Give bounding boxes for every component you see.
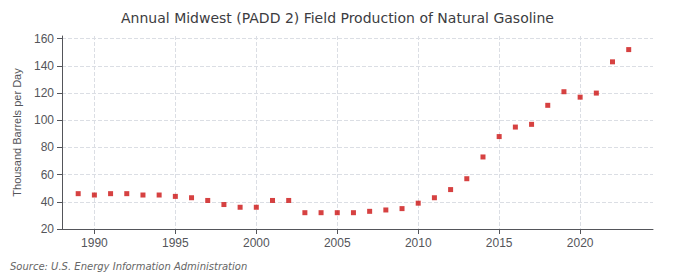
svg-text:20: 20 [41,222,55,236]
svg-text:40: 40 [41,195,55,209]
svg-text:160: 160 [34,32,54,46]
svg-text:140: 140 [34,59,54,73]
svg-text:2015: 2015 [486,236,513,250]
svg-text:2020: 2020 [567,236,594,250]
svg-text:2005: 2005 [324,236,351,250]
svg-text:120: 120 [34,86,54,100]
svg-text:Source: U.S. Energy Informatio: Source: U.S. Energy Information Administ… [10,261,247,272]
svg-text:2010: 2010 [405,236,432,250]
svg-text:2000: 2000 [243,236,270,250]
svg-text:60: 60 [41,168,55,182]
svg-text:100: 100 [34,113,54,127]
svg-text:1990: 1990 [81,236,108,250]
svg-text:1995: 1995 [162,236,189,250]
svg-text:80: 80 [41,140,55,154]
svg-text:Thousand Barrels per Day: Thousand Barrels per Day [11,68,23,197]
svg-text:Annual Midwest (PADD 2) Field: Annual Midwest (PADD 2) Field Production… [121,10,554,26]
